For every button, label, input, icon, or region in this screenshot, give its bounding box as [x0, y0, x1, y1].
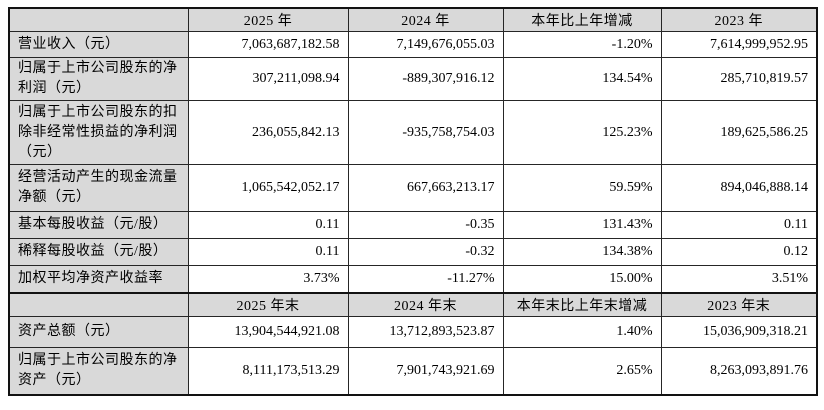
cell-value: 0.12 — [660, 238, 818, 266]
cell-value: 7,063,687,182.58 — [187, 31, 349, 58]
row-net-assets: 归属于上市公司股东的净资产（元） 8,111,173,513.29 7,901,… — [8, 347, 818, 395]
cell-value: 667,663,213.17 — [347, 164, 504, 212]
cell-value: 285,710,819.57 — [660, 57, 818, 101]
row-label: 归属于上市公司股东的净利润（元） — [8, 57, 189, 101]
cell-value: 1,065,542,052.17 — [187, 164, 349, 212]
cell-value: 7,901,743,921.69 — [347, 347, 504, 395]
corner-cell — [8, 7, 189, 32]
cell-value: 0.11 — [660, 211, 818, 239]
cell-value: 2.65% — [502, 347, 662, 395]
cell-value: 7,149,676,055.03 — [347, 31, 504, 58]
row-label: 归属于上市公司股东的净资产（元） — [8, 347, 189, 395]
cell-value: 3.51% — [660, 265, 818, 293]
cell-value: -889,307,916.12 — [347, 57, 504, 101]
col-header-2023: 2023 年 — [660, 7, 818, 32]
cell-value: 7,614,999,952.95 — [660, 31, 818, 58]
row-basic-eps: 基本每股收益（元/股） 0.11 -0.35 131.43% 0.11 — [8, 211, 818, 239]
cell-value: 125.23% — [502, 100, 662, 165]
col-header-yoy-end-change: 本年末比上年末增减 — [502, 291, 662, 317]
col-header-2024-end: 2024 年末 — [347, 291, 504, 317]
row-total-assets: 资产总额（元） 13,904,544,921.08 13,712,893,523… — [8, 316, 818, 348]
cell-value: 131.43% — [502, 211, 662, 239]
cell-value: 0.11 — [187, 238, 349, 266]
col-header-yoy-change: 本年比上年增减 — [502, 7, 662, 32]
cell-value: -935,758,754.03 — [347, 100, 504, 165]
cell-value: 134.38% — [502, 238, 662, 266]
cell-value: 894,046,888.14 — [660, 164, 818, 212]
corner-cell — [8, 291, 189, 317]
cell-value: 0.11 — [187, 211, 349, 239]
row-net-profit: 归属于上市公司股东的净利润（元） 307,211,098.94 -889,307… — [8, 57, 818, 101]
cell-value: 3.73% — [187, 265, 349, 293]
row-label: 资产总额（元） — [8, 316, 189, 348]
cell-value: 236,055,842.13 — [187, 100, 349, 165]
col-header-2023-end: 2023 年末 — [660, 291, 818, 317]
cell-value: 59.59% — [502, 164, 662, 212]
cell-value: 1.40% — [502, 316, 662, 348]
cell-value: 8,111,173,513.29 — [187, 347, 349, 395]
cell-value: 13,904,544,921.08 — [187, 316, 349, 348]
row-operating-revenue: 营业收入（元） 7,063,687,182.58 7,149,676,055.0… — [8, 31, 818, 58]
cell-value: -0.32 — [347, 238, 504, 266]
col-header-2025: 2025 年 — [187, 7, 349, 32]
cell-value: 134.54% — [502, 57, 662, 101]
row-label: 稀释每股收益（元/股） — [8, 238, 189, 266]
cell-value: 307,211,098.94 — [187, 57, 349, 101]
row-label: 加权平均净资产收益率 — [8, 265, 189, 293]
col-header-2025-end: 2025 年末 — [187, 291, 349, 317]
period-end-header-row: 2025 年末 2024 年末 本年末比上年末增减 2023 年末 — [8, 291, 818, 317]
cell-value: 8,263,093,891.76 — [660, 347, 818, 395]
row-label: 营业收入（元） — [8, 31, 189, 58]
row-weighted-avg-roe: 加权平均净资产收益率 3.73% -11.27% 15.00% 3.51% — [8, 265, 818, 293]
cell-value: 13,712,893,523.87 — [347, 316, 504, 348]
cell-value: -0.35 — [347, 211, 504, 239]
period-header-row: 2025 年 2024 年 本年比上年增减 2023 年 — [8, 7, 818, 32]
row-net-profit-excl-nonrecurring: 归属于上市公司股东的扣除非经常性损益的净利润（元） 236,055,842.13… — [8, 100, 818, 165]
row-operating-cash-flow: 经营活动产生的现金流量净额（元） 1,065,542,052.17 667,66… — [8, 164, 818, 212]
row-label: 基本每股收益（元/股） — [8, 211, 189, 239]
cell-value: 189,625,586.25 — [660, 100, 818, 165]
cell-value: 15,036,909,318.21 — [660, 316, 818, 348]
row-diluted-eps: 稀释每股收益（元/股） 0.11 -0.32 134.38% 0.12 — [8, 238, 818, 266]
cell-value: -1.20% — [502, 31, 662, 58]
cell-value: -11.27% — [347, 265, 504, 293]
row-label: 经营活动产生的现金流量净额（元） — [8, 164, 189, 212]
row-label: 归属于上市公司股东的扣除非经常性损益的净利润（元） — [8, 100, 189, 165]
cell-value: 15.00% — [502, 265, 662, 293]
col-header-2024: 2024 年 — [347, 7, 504, 32]
financial-summary-table: 2025 年 2024 年 本年比上年增减 2023 年 营业收入（元） 7,0… — [8, 7, 818, 396]
